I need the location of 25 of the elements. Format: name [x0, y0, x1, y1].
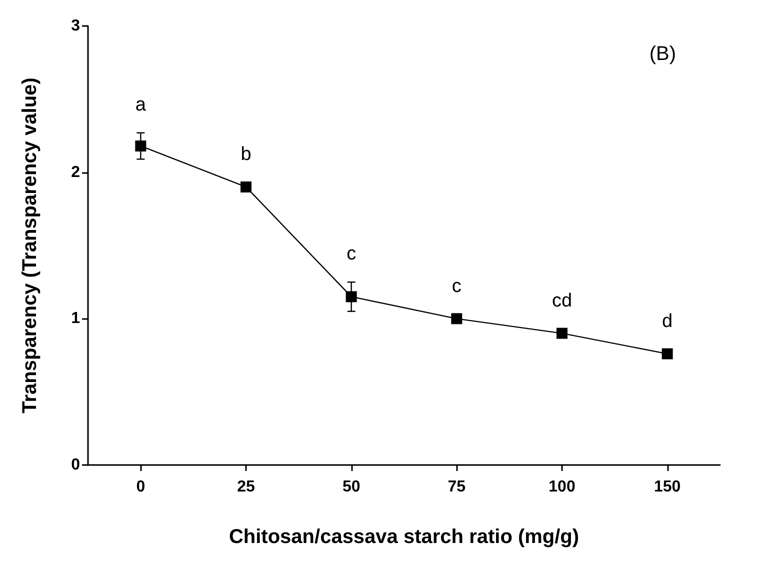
x-tick-label: 0 [136, 478, 146, 496]
x-tick-label: 150 [654, 478, 681, 496]
x-axis-title: Chitosan/cassava starch ratio (mg/g) [228, 526, 580, 548]
point [240, 181, 252, 192]
y-tick-label: 2 [71, 164, 80, 181]
point [346, 291, 357, 302]
y-axis-title: Transparency (Transparency value) [19, 78, 41, 414]
annotation: a [135, 94, 146, 116]
annotation: c [452, 276, 462, 297]
point [451, 313, 462, 324]
annotation: d [662, 310, 673, 332]
annotation: c [346, 244, 356, 265]
point [135, 140, 146, 152]
y-tick-label: 3 [71, 18, 80, 34]
x-tick-label: 100 [548, 478, 576, 496]
point [556, 328, 568, 339]
x-tick-label: 50 [342, 478, 360, 496]
x-tick-label: 25 [237, 478, 255, 496]
annotation: cd [552, 290, 572, 312]
y-tick-label: 1 [71, 310, 80, 328]
x-tick-label: 75 [448, 478, 466, 496]
y-tick-label: 0 [71, 456, 80, 474]
point [662, 348, 673, 360]
annotation: (B) [649, 43, 676, 65]
annotation: b [240, 144, 252, 166]
